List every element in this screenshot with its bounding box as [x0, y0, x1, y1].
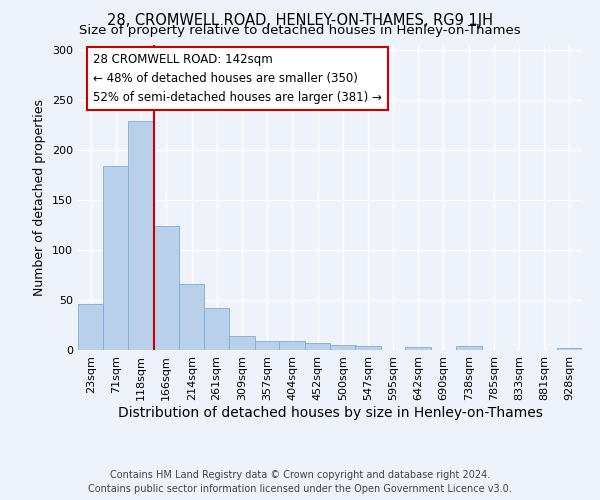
Text: Size of property relative to detached houses in Henley-on-Thames: Size of property relative to detached ho… [79, 24, 521, 37]
Bar [456, 346, 482, 350]
Text: Contains HM Land Registry data © Crown copyright and database right 2024.
Contai: Contains HM Land Registry data © Crown c… [88, 470, 512, 494]
X-axis label: Distribution of detached houses by size in Henley-on-Thames: Distribution of detached houses by size … [118, 406, 542, 419]
Bar [229, 336, 254, 350]
Bar [330, 345, 356, 350]
Bar [103, 166, 129, 350]
Bar [179, 284, 205, 350]
Bar [406, 347, 431, 350]
Bar [355, 346, 380, 350]
Bar [204, 308, 229, 350]
Bar [557, 348, 582, 350]
Text: 28, CROMWELL ROAD, HENLEY-ON-THAMES, RG9 1JH: 28, CROMWELL ROAD, HENLEY-ON-THAMES, RG9… [107, 12, 493, 28]
Y-axis label: Number of detached properties: Number of detached properties [34, 99, 46, 296]
Bar [128, 121, 154, 350]
Bar [78, 304, 103, 350]
Text: 28 CROMWELL ROAD: 142sqm
← 48% of detached houses are smaller (350)
52% of semi-: 28 CROMWELL ROAD: 142sqm ← 48% of detach… [93, 52, 382, 104]
Bar [154, 226, 179, 350]
Bar [254, 341, 280, 350]
Bar [280, 341, 305, 350]
Bar [305, 343, 330, 350]
